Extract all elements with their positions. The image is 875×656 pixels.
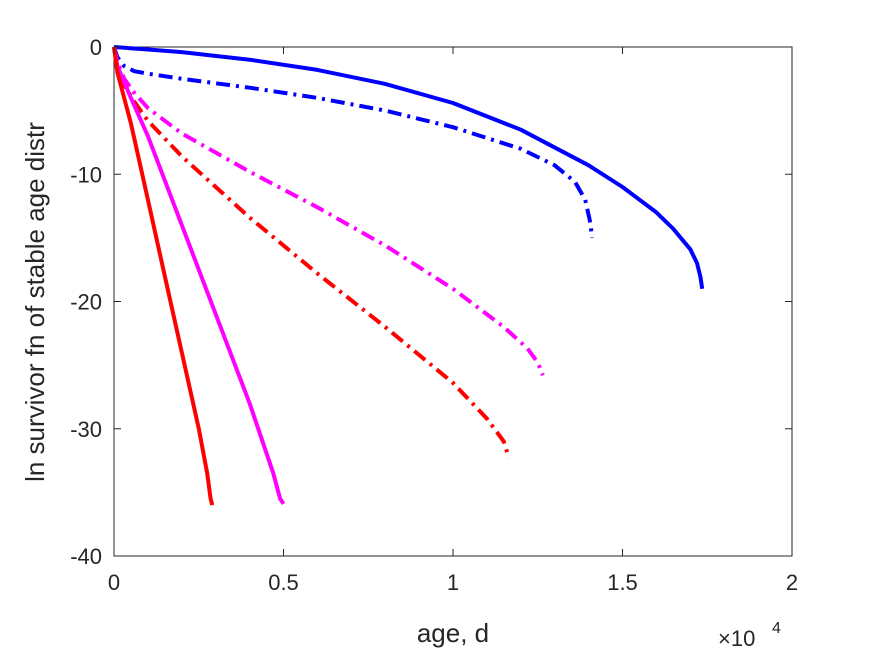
x-tick-label: 2 <box>786 570 798 595</box>
plot-area <box>113 46 793 557</box>
y-tick-label: 0 <box>90 35 102 60</box>
y-axis-label: ln survivor fn of stable age distr <box>20 122 50 482</box>
x-tick-label: 0.5 <box>268 570 299 595</box>
y-tick-label: -10 <box>70 162 102 187</box>
y-tick-label: -20 <box>70 290 102 315</box>
series-line-5 <box>112 46 286 505</box>
y-tick-label: -40 <box>70 544 102 569</box>
axes-box <box>113 46 793 557</box>
x-tick-label: 1.5 <box>607 570 638 595</box>
x-multiplier-exponent: 4 <box>772 620 781 637</box>
x-tick-label: 1 <box>447 570 459 595</box>
x-tick-label: 0 <box>108 570 120 595</box>
series-line-2 <box>112 46 594 239</box>
ticks-layer: 0 0.5 1 1.5 2 0 -10 -20 -30 -40 <box>70 35 798 595</box>
series-line-1 <box>113 45 705 290</box>
series-layer <box>112 45 705 506</box>
y-tick-label: -30 <box>70 417 102 442</box>
series-line-6 <box>112 46 215 506</box>
x-axis-label: age, d <box>417 618 489 648</box>
x-multiplier-label: ×10 <box>718 626 755 651</box>
x-exponent-label: ×10 4 <box>718 620 781 651</box>
